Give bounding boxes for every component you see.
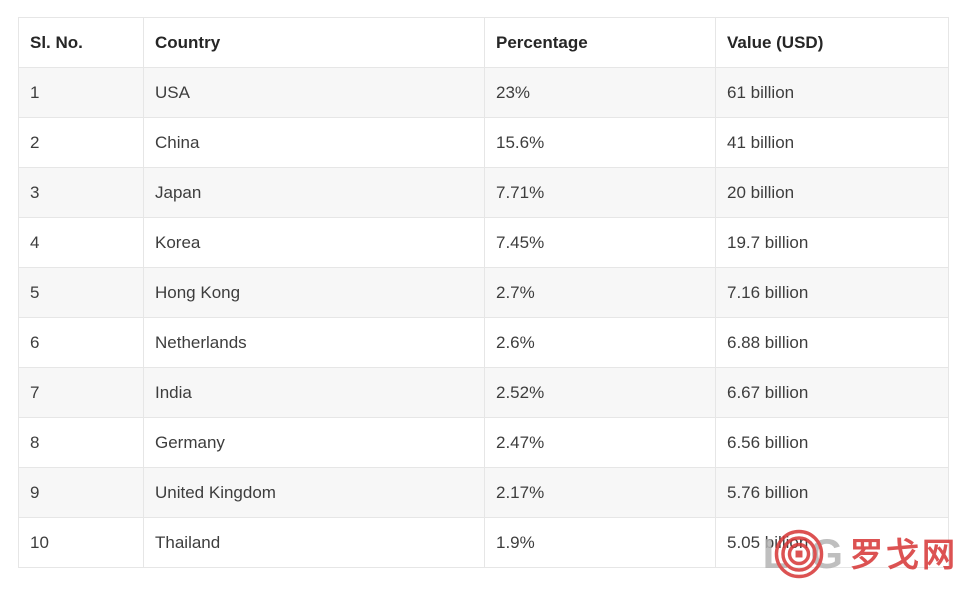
table-row: 3 Japan 7.71% 20 billion <box>18 167 949 218</box>
countries-table: Sl. No. Country Percentage Value (USD) 1 USA… <box>18 17 949 568</box>
table-row: 8 Germany 2.47% 6.56 billion <box>18 417 949 468</box>
cell-percentage: 7.45% <box>484 217 716 268</box>
cell-percentage: 23% <box>484 67 716 118</box>
cell-sl_no: 5 <box>18 267 144 318</box>
cell-country: Germany <box>143 417 485 468</box>
table-row: 9 United Kingdom 2.17% 5.76 billion <box>18 467 949 518</box>
cell-sl_no: 4 <box>18 217 144 268</box>
cell-sl_no: 3 <box>18 167 144 218</box>
cell-country: India <box>143 367 485 418</box>
cell-sl_no: 6 <box>18 317 144 368</box>
cell-percentage: 1.9% <box>484 517 716 568</box>
cell-country: Japan <box>143 167 485 218</box>
cell-sl_no: 7 <box>18 367 144 418</box>
cell-value_usd: 41 billion <box>715 117 949 168</box>
column-header-percentage: Percentage <box>484 17 716 68</box>
cell-country: Netherlands <box>143 317 485 368</box>
cell-sl_no: 10 <box>18 517 144 568</box>
cell-sl_no: 1 <box>18 67 144 118</box>
cell-percentage: 2.6% <box>484 317 716 368</box>
cell-sl_no: 9 <box>18 467 144 518</box>
cell-value_usd: 19.7 billion <box>715 217 949 268</box>
cell-sl_no: 8 <box>18 417 144 468</box>
table-row: 4 Korea 7.45% 19.7 billion <box>18 217 949 268</box>
cell-country: Korea <box>143 217 485 268</box>
cell-percentage: 2.47% <box>484 417 716 468</box>
table-row: 10 Thailand 1.9% 5.05 billion <box>18 517 949 568</box>
column-header-sl_no: Sl. No. <box>18 17 144 68</box>
cell-value_usd: 20 billion <box>715 167 949 218</box>
cell-percentage: 15.6% <box>484 117 716 168</box>
cell-value_usd: 7.16 billion <box>715 267 949 318</box>
cell-value_usd: 6.67 billion <box>715 367 949 418</box>
table-row: 2 China 15.6% 41 billion <box>18 117 949 168</box>
column-header-country: Country <box>143 17 485 68</box>
table-row: 6 Netherlands 2.6% 6.88 billion <box>18 317 949 368</box>
column-header-value_usd: Value (USD) <box>715 17 949 68</box>
cell-country: Hong Kong <box>143 267 485 318</box>
table-row: 5 Hong Kong 2.7% 7.16 billion <box>18 267 949 318</box>
cell-value_usd: 61 billion <box>715 67 949 118</box>
cell-country: Thailand <box>143 517 485 568</box>
table-row: 1 USA 23% 61 billion <box>18 67 949 118</box>
cell-value_usd: 5.05 billion <box>715 517 949 568</box>
cell-country: USA <box>143 67 485 118</box>
cell-country: China <box>143 117 485 168</box>
cell-percentage: 2.17% <box>484 467 716 518</box>
table-header-row: Sl. No. Country Percentage Value (USD) <box>18 17 949 68</box>
cell-percentage: 7.71% <box>484 167 716 218</box>
cell-value_usd: 5.76 billion <box>715 467 949 518</box>
table-row: 7 India 2.52% 6.67 billion <box>18 367 949 418</box>
cell-value_usd: 6.88 billion <box>715 317 949 368</box>
cell-country: United Kingdom <box>143 467 485 518</box>
cell-percentage: 2.52% <box>484 367 716 418</box>
cell-percentage: 2.7% <box>484 267 716 318</box>
cell-value_usd: 6.56 billion <box>715 417 949 468</box>
cell-sl_no: 2 <box>18 117 144 168</box>
table-body: 1 USA 23% 61 billion 2 China 15.6% 41 billion 3 J… <box>18 67 949 568</box>
